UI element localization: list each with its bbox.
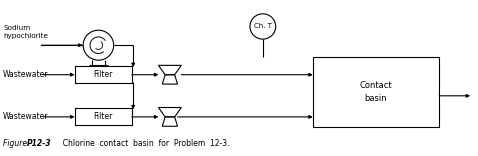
- Text: Figure: Figure: [3, 139, 30, 148]
- Text: Wastewater: Wastewater: [3, 112, 49, 121]
- Bar: [75, 108, 132, 125]
- Text: Sodium
hypochlorite: Sodium hypochlorite: [3, 25, 48, 39]
- Text: Wastewater: Wastewater: [3, 70, 49, 79]
- Text: Filter: Filter: [94, 112, 113, 121]
- Text: P12-3: P12-3: [27, 139, 52, 148]
- Text: Chlorine  contact  basin  for  Problem  12-3.: Chlorine contact basin for Problem 12-3.: [58, 139, 229, 148]
- Text: Contact
basin: Contact basin: [360, 81, 392, 103]
- Bar: [75, 66, 132, 83]
- Text: Ch. T: Ch. T: [254, 23, 272, 29]
- Text: Filter: Filter: [94, 70, 113, 79]
- Bar: [313, 57, 439, 127]
